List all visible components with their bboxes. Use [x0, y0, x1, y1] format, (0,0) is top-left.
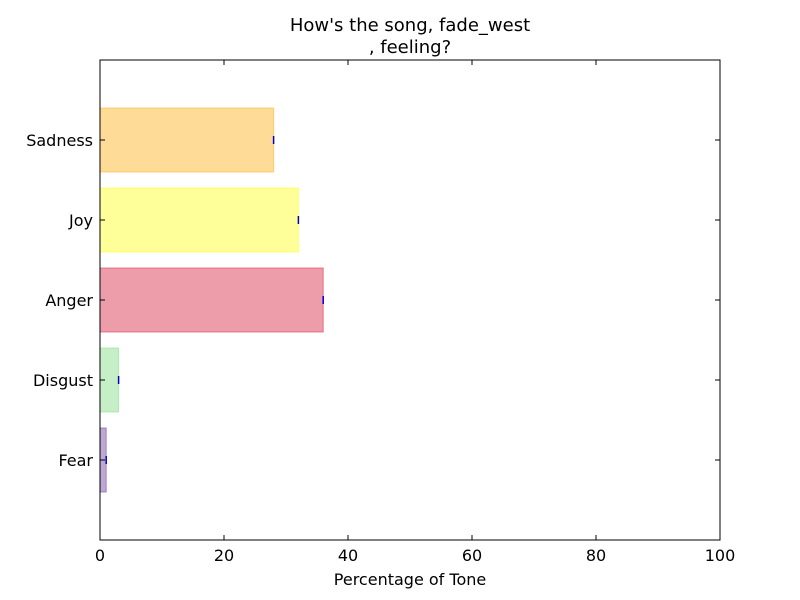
y-tick-label-disgust: Disgust [33, 371, 93, 390]
x-tick-label-0: 0 [95, 546, 105, 565]
bar-joy [99, 187, 299, 253]
x-tick-label-20: 20 [214, 546, 234, 565]
x-tick-label-40: 40 [338, 546, 358, 565]
y-tick-label-joy: Joy [68, 211, 93, 230]
chart-title-line-1: How's the song, fade_west [290, 15, 530, 36]
x-tick-label-100: 100 [705, 546, 736, 565]
x-tick-label-60: 60 [462, 546, 482, 565]
x-axis-label: Percentage of Tone [334, 570, 486, 589]
bar-sadness [99, 107, 275, 173]
y-tick-label-fear: Fear [58, 451, 93, 470]
y-tick-label-anger: Anger [45, 291, 93, 310]
chart-title-line-2: , feeling? [369, 37, 451, 58]
bars-layer [99, 107, 324, 493]
ticks-layer: Fear Disgust Anger Joy Sadness 0 20 40 60 80 100 [26, 60, 735, 565]
bar-anger [99, 267, 324, 333]
x-tick-label-80: 80 [586, 546, 606, 565]
y-tick-label-sadness: Sadness [26, 131, 93, 150]
